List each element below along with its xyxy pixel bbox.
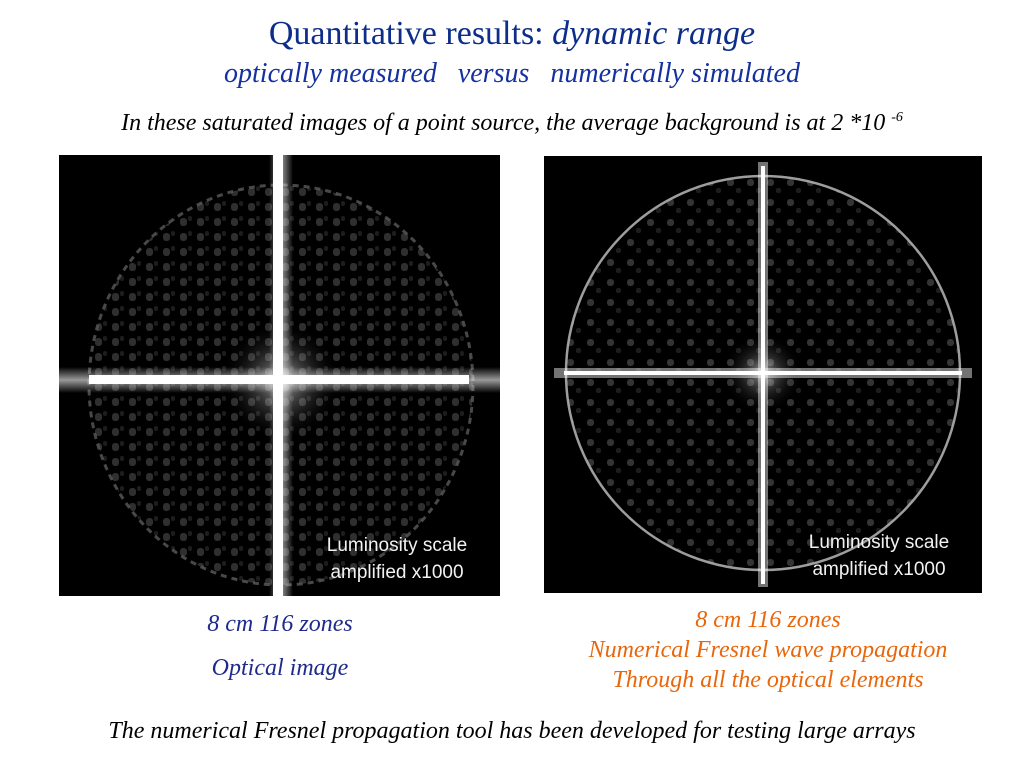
simulated-image: Luminosity scale amplified x1000 — [544, 156, 982, 593]
footer-note: The numerical Fresnel propagation tool h… — [108, 718, 916, 744]
intro-exponent: -6 — [891, 110, 903, 125]
luminosity-line-2: amplified x1000 — [330, 562, 464, 583]
luminosity-line-2: amplified x1000 — [812, 559, 946, 580]
title-prefix: Quantitative results: — [268, 15, 553, 52]
optical-image: Luminosity scale amplified x1000 — [59, 155, 500, 596]
optical-caption-label: Optical image — [211, 655, 349, 681]
simulated-caption-detail: Through all the optical elements — [612, 667, 924, 693]
luminosity-line-1: Luminosity scale — [808, 532, 950, 553]
luminosity-note: Luminosity scale amplified x1000 — [784, 529, 974, 583]
slide-title: Quantitative results: dynamic range — [0, 14, 1024, 54]
optical-caption-zones: 8 cm 116 zones — [207, 611, 353, 637]
simulated-caption: 8 cm 116 zones Numerical Fresnel wave pr… — [540, 605, 996, 695]
title-emphasis: dynamic range — [552, 15, 756, 52]
simulated-caption-zones: 8 cm 116 zones — [695, 607, 841, 633]
simulated-caption-method: Numerical Fresnel wave propagation — [588, 637, 948, 663]
optical-image-graphic — [59, 155, 500, 596]
simulated-image-graphic — [554, 162, 972, 587]
intro-sentence: In these saturated images of a point sou… — [121, 110, 892, 136]
luminosity-note: Luminosity scale amplified x1000 — [302, 532, 492, 586]
slide-subtitle: optically measured versus numerically si… — [224, 58, 800, 89]
intro-text: In these saturated images of a point sou… — [0, 108, 1024, 138]
luminosity-line-1: Luminosity scale — [326, 535, 468, 556]
